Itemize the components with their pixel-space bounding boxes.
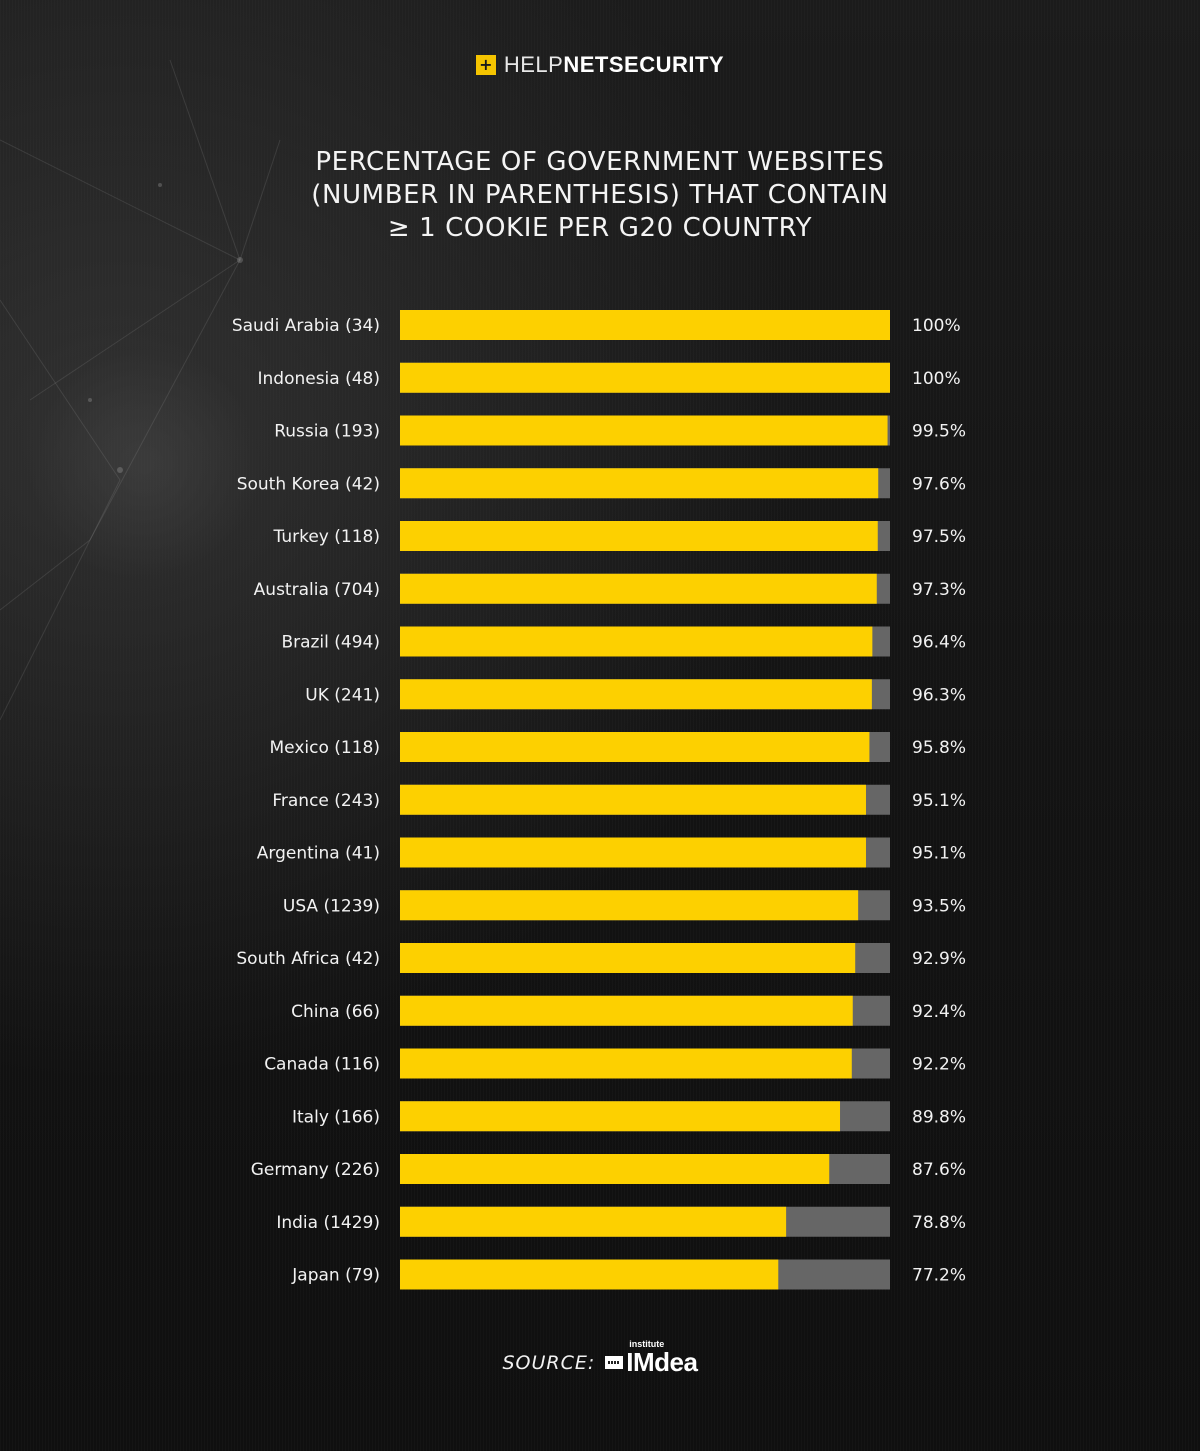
bar-row: USA (1239) 93.5% bbox=[283, 890, 966, 921]
value-label: 92.2% bbox=[912, 1055, 966, 1075]
bar-row: Japan (79) 77.2% bbox=[291, 1259, 966, 1290]
bar-row: Italy (166) 89.8% bbox=[292, 1101, 966, 1132]
category-label: France (243) bbox=[272, 791, 380, 811]
value-label: 93.5% bbox=[912, 896, 966, 916]
value-label: 92.4% bbox=[912, 1002, 966, 1022]
plus-icon: + bbox=[475, 55, 496, 75]
category-label: Argentina (41) bbox=[257, 844, 380, 864]
category-label: Indonesia (48) bbox=[257, 369, 380, 389]
value-label: 78.8% bbox=[912, 1213, 966, 1233]
category-label: China (66) bbox=[291, 1002, 380, 1022]
value-label: 97.3% bbox=[912, 580, 966, 600]
bar bbox=[400, 837, 866, 868]
flag-icon bbox=[605, 1356, 624, 1369]
bar-row: Turkey (118) 97.5% bbox=[273, 521, 966, 551]
category-label: Brazil (494) bbox=[281, 633, 380, 653]
chart-title-line: PERCENTAGE OF GOVERNMENT WEBSITES bbox=[315, 147, 885, 177]
bar bbox=[400, 362, 890, 393]
value-label: 89.8% bbox=[912, 1107, 966, 1127]
value-label: 100% bbox=[912, 316, 961, 336]
chart-title: PERCENTAGE OF GOVERNMENT WEBSITES (NUMBE… bbox=[0, 146, 1200, 245]
bar-row: China (66) 92.4% bbox=[291, 995, 966, 1026]
bar-row: Mexico (118) 95.8% bbox=[270, 732, 966, 762]
logo-wordmark: HELPNETSECURITY bbox=[504, 52, 724, 78]
bar bbox=[400, 784, 866, 815]
value-label: 95.1% bbox=[912, 844, 966, 864]
bar bbox=[400, 626, 873, 657]
bar bbox=[400, 415, 888, 446]
bar bbox=[400, 1101, 841, 1132]
bar-row: South Africa (42) 92.9% bbox=[236, 943, 966, 973]
category-label: UK (241) bbox=[305, 685, 380, 705]
bar bbox=[400, 995, 853, 1026]
bar bbox=[400, 310, 890, 340]
category-label: USA (1239) bbox=[283, 896, 380, 916]
category-label: South Korea (42) bbox=[237, 474, 380, 494]
bar bbox=[400, 1206, 787, 1237]
bar bbox=[400, 1259, 779, 1290]
bar-row: Australia (704) 97.3% bbox=[254, 573, 966, 604]
helpnetsecurity-logo: + HELPNETSECURITY bbox=[0, 52, 1200, 78]
source-label: SOURCE: bbox=[502, 1352, 596, 1374]
category-label: Russia (193) bbox=[274, 422, 380, 442]
category-label: Australia (704) bbox=[254, 580, 380, 600]
value-label: 92.9% bbox=[912, 949, 966, 969]
bar bbox=[400, 521, 878, 551]
imdea-logo-name: IMdea bbox=[626, 1347, 698, 1377]
imdea-logo-institute: institute bbox=[629, 1339, 665, 1349]
category-label: Italy (166) bbox=[292, 1107, 380, 1127]
bar-row: Indonesia (48) 100% bbox=[257, 362, 961, 393]
bar bbox=[400, 943, 856, 973]
bar bbox=[400, 468, 879, 499]
category-label: Germany (226) bbox=[251, 1160, 380, 1180]
value-label: 96.4% bbox=[912, 633, 966, 653]
value-label: 100% bbox=[912, 369, 961, 389]
value-label: 95.1% bbox=[912, 791, 966, 811]
bar-row: Germany (226) 87.6% bbox=[251, 1154, 966, 1184]
category-label: Canada (116) bbox=[264, 1055, 380, 1075]
bar-row: France (243) 95.1% bbox=[272, 784, 966, 815]
bar bbox=[400, 679, 872, 710]
value-label: 97.5% bbox=[912, 527, 966, 547]
bar-row: South Korea (42) 97.6% bbox=[237, 468, 966, 499]
bar bbox=[400, 1048, 852, 1079]
value-label: 97.6% bbox=[912, 474, 966, 494]
imdea-logo: institute IMdea bbox=[605, 1339, 698, 1377]
category-label: Japan (79) bbox=[291, 1266, 380, 1286]
bar-row: UK (241) 96.3% bbox=[305, 679, 966, 710]
chart-title-line: (NUMBER IN PARENTHESIS) THAT CONTAIN bbox=[311, 180, 889, 210]
bar-row: Argentina (41) 95.1% bbox=[257, 837, 966, 868]
bar bbox=[400, 573, 877, 604]
category-label: Turkey (118) bbox=[273, 527, 380, 547]
logo-wordmark-netsecurity: NETSECURITY bbox=[563, 52, 725, 77]
value-label: 99.5% bbox=[912, 422, 966, 442]
bar-row: Russia (193) 99.5% bbox=[274, 415, 966, 446]
logo-wordmark-help: HELP bbox=[503, 52, 564, 77]
bar bbox=[400, 1154, 830, 1184]
category-label: India (1429) bbox=[276, 1213, 380, 1233]
category-label: Saudi Arabia (34) bbox=[232, 316, 380, 336]
bar-row: Brazil (494) 96.4% bbox=[281, 626, 966, 657]
chart-title-line: ≥ 1 COOKIE PER G20 COUNTRY bbox=[387, 213, 813, 243]
category-label: Mexico (118) bbox=[270, 738, 380, 758]
bar bbox=[400, 732, 870, 762]
bar-row: India (1429) 78.8% bbox=[276, 1206, 966, 1237]
source-credit: SOURCE: institute IMdea bbox=[0, 1339, 1200, 1377]
bar bbox=[400, 890, 859, 921]
value-label: 96.3% bbox=[912, 685, 966, 705]
bar-row: Saudi Arabia (34) 100% bbox=[232, 310, 961, 340]
value-label: 77.2% bbox=[912, 1266, 966, 1286]
value-label: 87.6% bbox=[912, 1160, 966, 1180]
bar-row: Canada (116) 92.2% bbox=[264, 1048, 966, 1079]
value-label: 95.8% bbox=[912, 738, 966, 758]
category-label: South Africa (42) bbox=[236, 949, 380, 969]
